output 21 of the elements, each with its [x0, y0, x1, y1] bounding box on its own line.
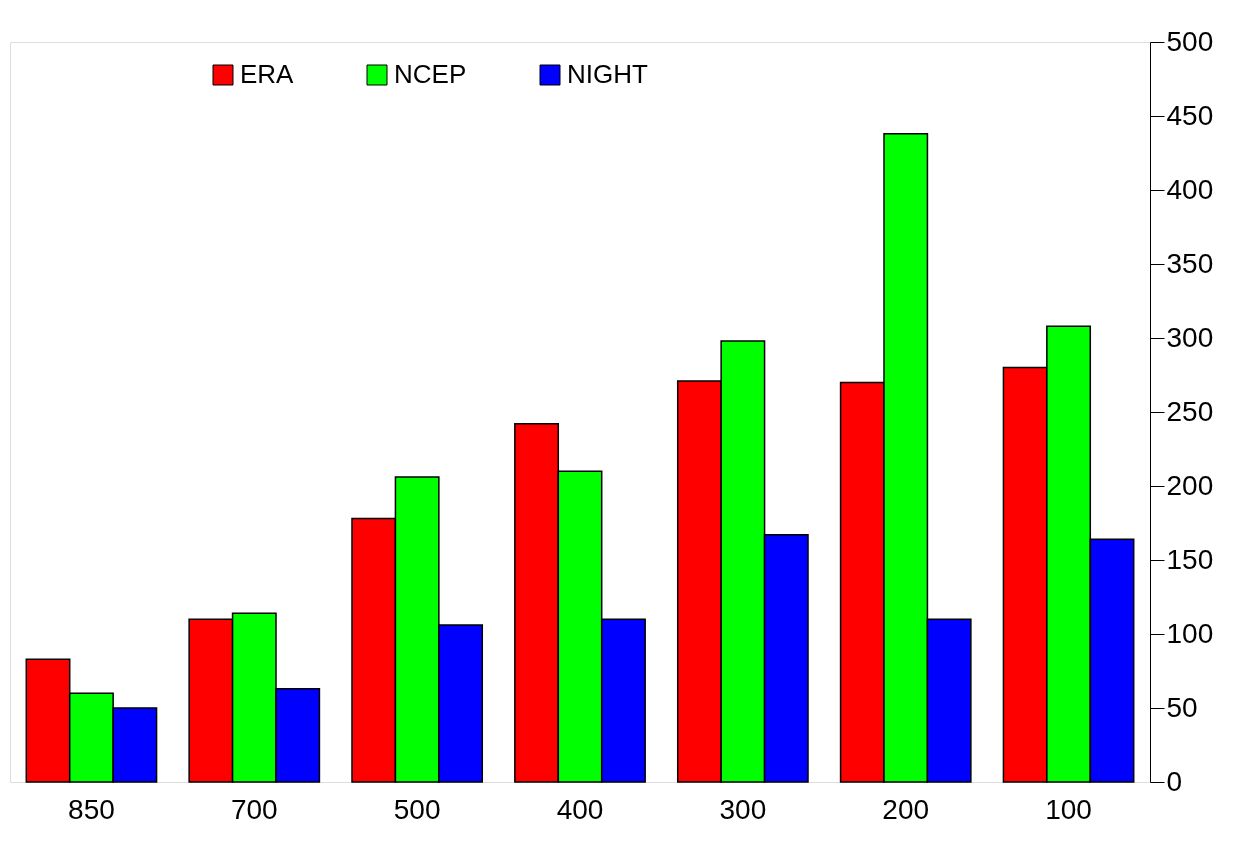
- y-tick-label: 250: [1166, 395, 1214, 427]
- y-tick-label: 200: [1166, 469, 1214, 501]
- y-tick-label: 0: [1166, 765, 1183, 797]
- x-tick-label: 500: [393, 793, 441, 825]
- x-tick-label: 700: [230, 793, 278, 825]
- legend-label: NCEP: [394, 59, 467, 89]
- legend-label: NIGHT: [567, 59, 648, 89]
- y-tick-label: 300: [1166, 321, 1214, 353]
- legend-label: ERA: [240, 59, 295, 89]
- x-tick-label: 200: [882, 793, 930, 825]
- y-tick-label: 400: [1166, 173, 1214, 205]
- x-tick-label: 850: [68, 793, 115, 825]
- y-tick-label: 150: [1166, 543, 1214, 575]
- y-tick-label: 500: [1166, 25, 1214, 57]
- x-tick-label: 400: [556, 793, 604, 825]
- y-tick-label: 100: [1166, 617, 1214, 649]
- x-tick-label: 100: [1045, 793, 1092, 825]
- x-tick-label: 300: [719, 793, 767, 825]
- y-tick-label: 350: [1166, 247, 1214, 279]
- y-tick-label: 50: [1166, 691, 1198, 723]
- y-tick-label: 450: [1166, 99, 1214, 131]
